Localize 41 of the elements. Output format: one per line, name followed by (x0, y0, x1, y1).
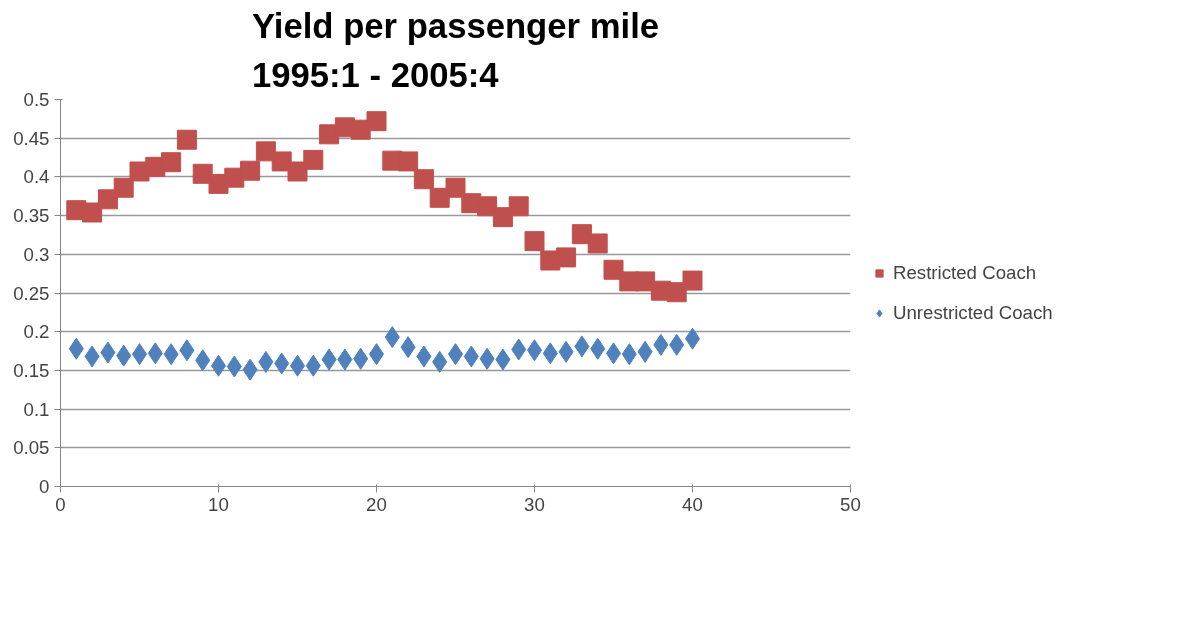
y-tick-label: 0.05 (13, 437, 50, 459)
point (240, 160, 261, 181)
point (366, 111, 387, 132)
y-tick-label: 0.2 (23, 321, 50, 343)
point (97, 189, 118, 210)
point (303, 149, 324, 170)
legend-label: Restricted Coach (893, 261, 1037, 284)
y-tick-label: 0.4 (23, 166, 50, 188)
x-tick-label: 0 (55, 493, 66, 515)
y-tick-label: 0.1 (23, 398, 50, 420)
x-tick-label: 40 (682, 493, 703, 515)
y-tick-label: 0 (39, 476, 50, 497)
point (524, 231, 545, 252)
legend-label: Unrestricted Coach (893, 301, 1053, 324)
y-tick-label: 0.45 (13, 127, 50, 149)
point (682, 270, 703, 291)
y-tick-label: 0.35 (13, 205, 50, 227)
point (445, 177, 466, 198)
point (508, 196, 529, 217)
point (492, 207, 513, 228)
x-tick-label: 30 (524, 493, 545, 515)
point (398, 151, 419, 172)
x-tick-label: 20 (366, 493, 387, 515)
y-tick-label: 0.5 (23, 89, 50, 110)
point (176, 129, 197, 150)
point (556, 247, 577, 268)
point (113, 177, 134, 198)
point (287, 161, 308, 182)
y-tick-label: 0.25 (13, 282, 50, 304)
point (477, 196, 498, 217)
x-tick-label: 10 (208, 493, 229, 515)
chart-title: Yield per passenger mile 1995:1 - 2005:4 (251, 7, 660, 95)
y-tick-label: 0.3 (23, 243, 50, 265)
point (413, 169, 434, 190)
x-tick-label: 50 (840, 493, 861, 515)
y-tick-label: 0.15 (13, 359, 50, 381)
point (255, 141, 276, 162)
point (587, 233, 608, 254)
point (161, 152, 182, 173)
point (603, 259, 624, 280)
point (82, 202, 103, 223)
